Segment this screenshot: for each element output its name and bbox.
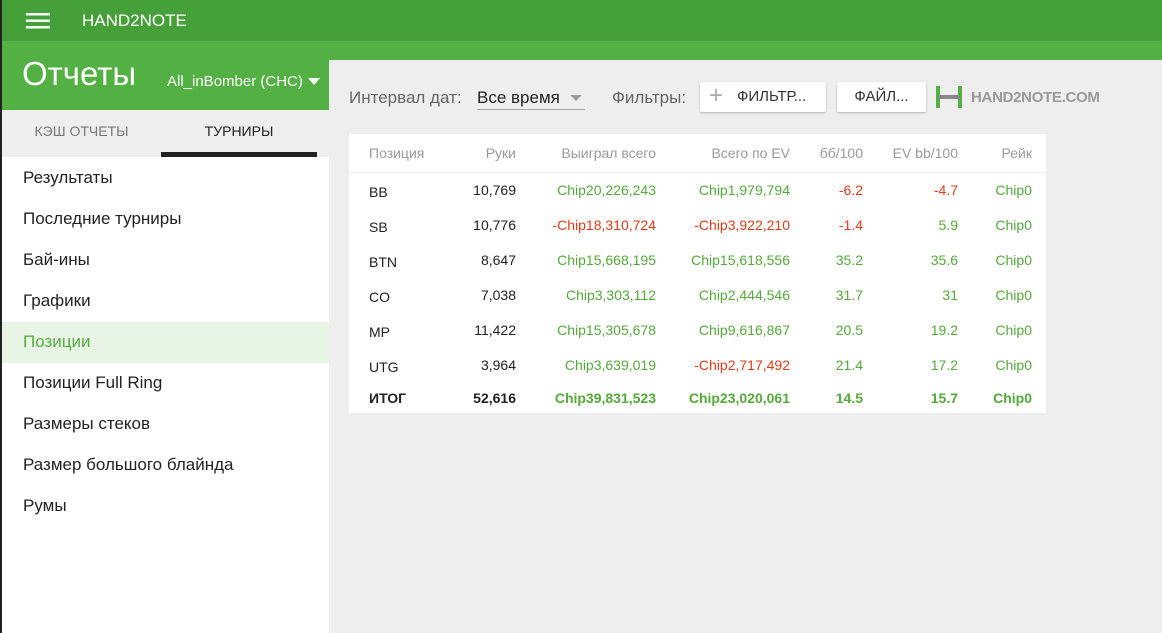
cell: 10,769	[473, 181, 516, 198]
cell: 31.7	[835, 286, 863, 303]
table-row: SB 10,776 -Chip18,310,724 -Chip3,922,210 -1.…	[349, 207, 1046, 242]
menu-item[interactable]: Графики	[23, 291, 91, 310]
dropdown-caret	[570, 95, 582, 101]
cell: 10,776	[473, 216, 516, 233]
account-select[interactable]: All_inBomber (CHC)	[167, 73, 303, 90]
column-header: Руки	[485, 144, 516, 161]
menu-item[interactable]: Бай-ины	[23, 250, 90, 269]
cell: 5.9	[938, 216, 958, 233]
cell: Chip0	[995, 356, 1032, 373]
cell: -Chip3,922,210	[694, 216, 790, 233]
cell: -1.4	[838, 216, 863, 233]
column-header: Рейк	[1001, 144, 1032, 161]
cell: -Chip18,310,724	[552, 216, 656, 233]
filter-button[interactable]: + ФИЛЬТР...	[700, 82, 826, 112]
cell: Chip39,831,523	[554, 389, 656, 406]
cell: 21.4	[835, 356, 863, 373]
cell: 52,616	[473, 389, 516, 406]
cell: Chip0	[995, 251, 1032, 268]
cell: 35.6	[930, 251, 958, 268]
column-header: EV bb/100	[892, 144, 958, 161]
cell: Chip0	[995, 216, 1032, 233]
cell: Chip15,618,556	[691, 251, 790, 268]
total-row: ИТОГ 52,616 Chip39,831,523 Chip23,020,061 14…	[349, 382, 1046, 413]
cell: -6.2	[838, 181, 863, 198]
cell: 20.5	[835, 321, 863, 338]
tab[interactable]: ТУРНИРЫ	[204, 123, 274, 139]
cell: UTG	[369, 358, 399, 375]
cell: Chip1,979,794	[698, 181, 790, 198]
cell: SB	[369, 218, 388, 235]
cell: -Chip2,717,492	[694, 356, 790, 373]
menu-item[interactable]: Размеры стеков	[23, 414, 151, 433]
cell: Chip2,444,546	[698, 286, 790, 303]
menu-item[interactable]: Последние турниры	[23, 209, 182, 228]
report-table: Позиция Руки Выиграл всего Всего по EV бб/10…	[349, 134, 1046, 413]
menu-item[interactable]: Позиции Full Ring	[23, 373, 163, 392]
column-header: бб/100	[819, 144, 863, 161]
interval-label: Интервал дат:	[349, 88, 462, 107]
cell: 35.2	[835, 251, 863, 268]
cell: 15.7	[930, 389, 958, 406]
column-header: Выиграл всего	[561, 144, 656, 161]
table-row: MP 11,422 Chip15,305,678 Chip9,616,867 20.5 1…	[349, 312, 1046, 347]
table-row: BB 10,769 Chip20,226,243 Chip1,979,794 -6.2 -…	[349, 172, 1046, 207]
table-row: CO 7,038 Chip3,303,112 Chip2,444,546 31.7 31 C…	[349, 277, 1046, 312]
interval-value: Все время	[477, 88, 560, 107]
cell: -4.7	[933, 181, 958, 198]
logo-icon	[936, 86, 962, 108]
column-header: Позиция	[369, 144, 425, 161]
menu-item[interactable]: Румы	[23, 496, 67, 515]
cell: Chip0	[995, 181, 1032, 198]
cell: MP	[369, 323, 390, 340]
cell: CO	[369, 288, 390, 305]
tab[interactable]: КЭШ ОТЧЕТЫ	[34, 123, 129, 139]
sidebar-header: Отчеты All_inBomber (CHC)	[2, 41, 329, 110]
page-title: Отчеты	[22, 55, 137, 92]
tab-indicator	[161, 152, 317, 157]
cell: Chip0	[995, 321, 1032, 338]
cell: Chip23,020,061	[688, 389, 790, 406]
top-bar: HAND2NOTE	[0, 0, 1162, 41]
table-row: UTG 3,964 Chip3,639,019 -Chip2,717,492 21.4 1…	[349, 347, 1046, 382]
app-title: HAND2NOTE	[82, 11, 187, 30]
menu-icon[interactable]	[26, 13, 52, 29]
interval-select[interactable]: Все время	[477, 88, 585, 110]
cell: BTN	[369, 253, 397, 270]
report-table-card: Позиция Руки Выиграл всего Всего по EV бб/10…	[349, 134, 1046, 413]
menu-item[interactable]: Результаты	[23, 168, 113, 187]
cell: Chip0	[995, 286, 1032, 303]
file-button[interactable]: ФАЙЛ...	[837, 82, 926, 112]
cell: Chip3,639,019	[564, 356, 656, 373]
cell: Chip20,226,243	[557, 181, 656, 198]
cell: Chip15,305,678	[557, 321, 656, 338]
cell: Chip9,616,867	[698, 321, 790, 338]
dropdown-caret	[308, 78, 320, 85]
header-row: Позиция Руки Выиграл всего Всего по EV бб/10…	[349, 134, 1046, 172]
cell: Chip15,668,195	[557, 251, 656, 268]
menu-item[interactable]: Размер большого блайнда	[23, 455, 234, 474]
menu-item[interactable]: Позиции	[2, 322, 329, 363]
cell: Chip0	[993, 389, 1032, 406]
cell: 31	[942, 286, 958, 303]
table-row: BTN 8,647 Chip15,668,195 Chip15,618,556 35.2…	[349, 242, 1046, 277]
sidebar: Отчеты All_inBomber (CHC) КЭШ ОТЧЕТЫ ТУРН…	[0, 41, 329, 633]
cell: 8,647	[480, 251, 516, 268]
cell: BB	[369, 183, 388, 200]
filter-button-label: ФИЛЬТР...	[737, 88, 807, 105]
filters-label: Фильтры:	[612, 88, 687, 107]
cell: 14.5	[835, 389, 863, 406]
cell: ИТОГ	[369, 389, 407, 406]
cell: Chip3,303,112	[565, 286, 656, 303]
tabs: КЭШ ОТЧЕТЫ ТУРНИРЫ	[2, 110, 329, 157]
logo-text: HAND2NOTE.COM	[971, 89, 1100, 106]
cell: 3,964	[480, 356, 516, 373]
cell: 11,422	[474, 321, 516, 338]
column-header: Всего по EV	[711, 144, 790, 161]
cell: 7,038	[480, 286, 516, 303]
cell: 19.2	[930, 321, 958, 338]
file-button-label: ФАЙЛ...	[854, 88, 909, 105]
cell: 17.2	[930, 356, 958, 373]
